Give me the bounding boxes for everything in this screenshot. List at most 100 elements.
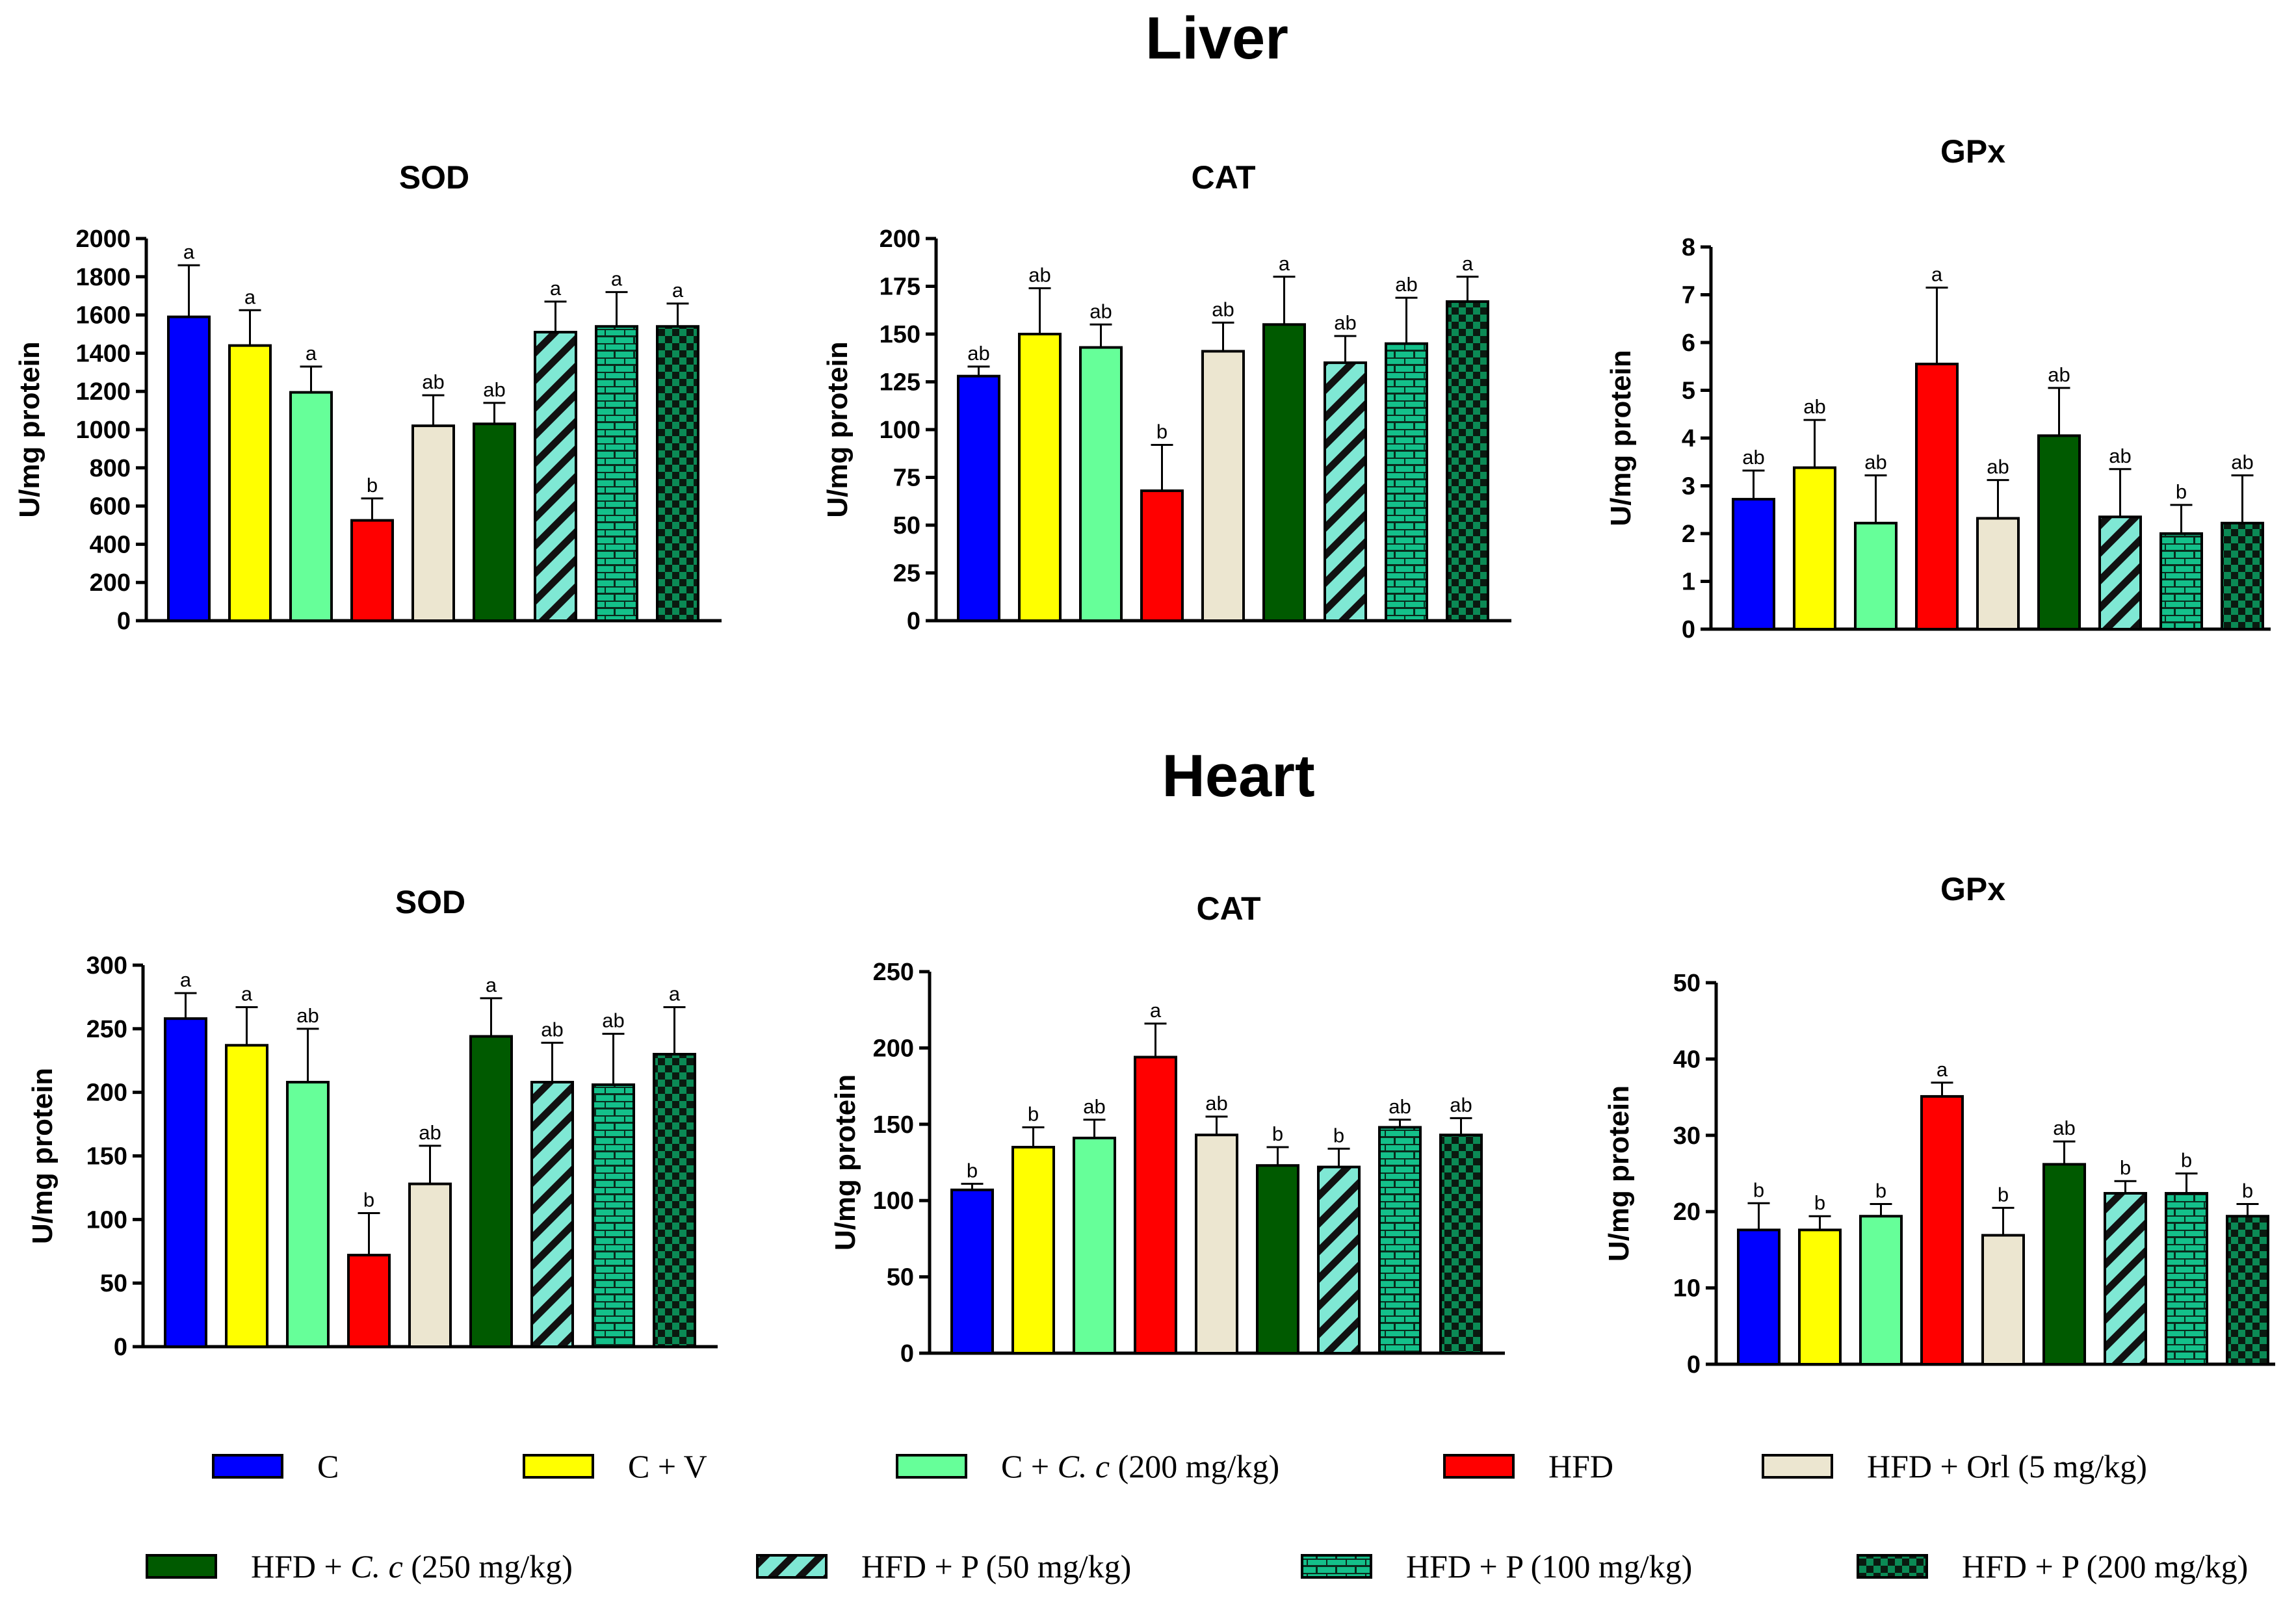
y-tick-label: 150 [880, 321, 920, 348]
bar-P100 [1378, 1126, 1422, 1354]
legend-label: HFD + Orl (5 mg/kg) [1867, 1448, 2147, 1484]
legend-swatch [212, 1454, 283, 1479]
legend-swatch [1762, 1454, 1833, 1479]
y-tick-label: 300 [86, 952, 127, 979]
bar-P200 [653, 1052, 696, 1348]
chart-title: SOD [395, 884, 465, 920]
legend-item-CCc: C + C. c (200 mg/kg) [896, 1448, 1279, 1484]
y-axis-label: U/mg protein [14, 341, 46, 517]
significance-label: b [2176, 480, 2187, 503]
y-axis-label: U/mg protein [822, 341, 854, 517]
y-tick-label: 200 [880, 226, 920, 253]
legend-item-HFD: HFD [1443, 1448, 1613, 1484]
legend-label: C [317, 1448, 339, 1484]
y-tick-label: 150 [873, 1111, 914, 1139]
bar-HFDCc [1262, 323, 1306, 622]
legend-item-CV: C + V [523, 1448, 707, 1484]
bar-P50 [1317, 1165, 1361, 1354]
y-tick-label: 50 [887, 1264, 914, 1291]
legend-label: C + C. c (200 mg/kg) [1001, 1448, 1279, 1484]
bar-HFD [1920, 1094, 1964, 1366]
significance-label: a [611, 267, 623, 290]
y-tick-label: 175 [880, 274, 920, 301]
legend-item-HFDOrl: HFD + Orl (5 mg/kg) [1762, 1448, 2147, 1484]
bar-CV [228, 344, 272, 622]
y-tick-label: 3 [1682, 473, 1695, 500]
section-title-liver: Liver [1145, 5, 1288, 71]
y-tick-label: 600 [90, 493, 131, 521]
legend-label: HFD [1548, 1448, 1613, 1484]
significance-label: ab [1089, 300, 1112, 322]
y-tick-label: 250 [873, 959, 914, 986]
significance-label: ab [296, 1004, 319, 1027]
y-tick-label: 400 [90, 531, 131, 558]
bar-CV [1793, 466, 1836, 630]
bar-HFD [1140, 489, 1184, 623]
bar-C [957, 374, 1000, 622]
y-tick-label: 100 [880, 417, 920, 444]
bar-CCc [1859, 1215, 1903, 1366]
bar-CV [1798, 1228, 1842, 1366]
bar-CV [225, 1044, 268, 1349]
significance-label: a [1462, 252, 1474, 275]
chart-heart-sod: SOD U/mg protein 0 50 100 150 200 250 300 a a ab b ab… [27, 884, 718, 1361]
y-tick-label: 75 [893, 465, 920, 492]
significance-label: ab [2109, 445, 2131, 467]
chart-title: GPx [1940, 871, 2005, 907]
y-tick-label: 50 [100, 1270, 127, 1297]
y-tick-label: 1600 [75, 302, 131, 330]
y-tick-label: 0 [114, 1334, 127, 1361]
significance-label: b [2181, 1149, 2192, 1172]
y-tick-label: 1200 [75, 378, 131, 406]
y-tick-label: 8 [1682, 234, 1695, 261]
bar-C [1737, 1228, 1781, 1366]
chart-title: SOD [399, 159, 469, 196]
significance-label: b [2120, 1156, 2131, 1179]
y-tick-label: 200 [90, 569, 131, 597]
legend-swatch [756, 1554, 828, 1579]
chart-liver-gpx: GPx U/mg protein 0 1 2 3 4 5 6 7 8 ab ab ab a ab ab ab b ab [1605, 133, 2271, 643]
y-tick-label: 1400 [75, 340, 131, 367]
significance-label: ab [967, 342, 989, 365]
significance-label: ab [422, 370, 444, 393]
legend-item-HFDCc: HFD + C. c (250 mg/kg) [146, 1548, 573, 1585]
significance-label: b [1156, 421, 1168, 443]
legend-swatch [1443, 1454, 1515, 1479]
bar-P200 [2221, 521, 2264, 631]
y-tick-label: 0 [1682, 616, 1695, 643]
bar-P50 [2104, 1192, 2147, 1366]
significance-label: ab [2053, 1117, 2075, 1139]
bar-P50 [2098, 515, 2142, 631]
legend-item-P100: HFD + P (100 mg/kg) [1301, 1548, 1692, 1585]
bar-CCc [1854, 521, 1898, 631]
bar-P200 [656, 325, 699, 622]
bar-HFDOrl [1201, 350, 1245, 623]
legend-label: HFD + P (200 mg/kg) [1962, 1548, 2248, 1585]
y-tick-label: 1800 [75, 264, 131, 291]
significance-label: b [1028, 1102, 1039, 1125]
significance-label: b [1998, 1183, 2009, 1206]
significance-label: a [1937, 1058, 1948, 1081]
y-tick-label: 10 [1673, 1275, 1701, 1302]
legend-swatch [1857, 1554, 1928, 1579]
significance-label: b [1875, 1179, 1886, 1202]
significance-label: b [363, 1189, 374, 1211]
y-tick-label: 0 [900, 1340, 914, 1367]
legend-swatch [896, 1454, 967, 1479]
significance-label: a [550, 277, 562, 300]
significance-label: b [1333, 1124, 1344, 1146]
y-tick-label: 30 [1673, 1122, 1701, 1150]
legend-swatch [523, 1454, 594, 1479]
y-tick-label: 50 [1673, 970, 1701, 997]
bar-HFDOrl [1195, 1133, 1238, 1354]
y-tick-label: 200 [86, 1080, 127, 1107]
bar-HFDOrl [1976, 517, 2020, 630]
significance-label: a [244, 285, 256, 308]
y-tick-label: 2000 [75, 226, 131, 253]
significance-label: ab [1450, 1093, 1472, 1116]
bar-C [1732, 498, 1775, 631]
bar-CCc [1079, 346, 1123, 623]
bar-HFDOrl [408, 1182, 452, 1348]
y-tick-label: 6 [1682, 330, 1695, 357]
significance-label: a [241, 983, 253, 1005]
